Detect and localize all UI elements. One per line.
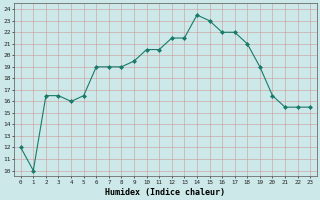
X-axis label: Humidex (Indice chaleur): Humidex (Indice chaleur) <box>106 188 226 197</box>
